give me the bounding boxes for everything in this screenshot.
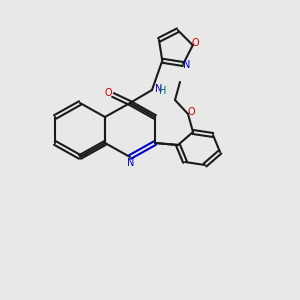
Text: O: O — [192, 38, 200, 48]
Text: O: O — [104, 88, 112, 98]
Text: O: O — [187, 107, 195, 117]
Text: N: N — [127, 158, 135, 168]
Text: N: N — [155, 84, 162, 94]
Text: N: N — [184, 60, 191, 70]
Text: H: H — [159, 86, 167, 96]
